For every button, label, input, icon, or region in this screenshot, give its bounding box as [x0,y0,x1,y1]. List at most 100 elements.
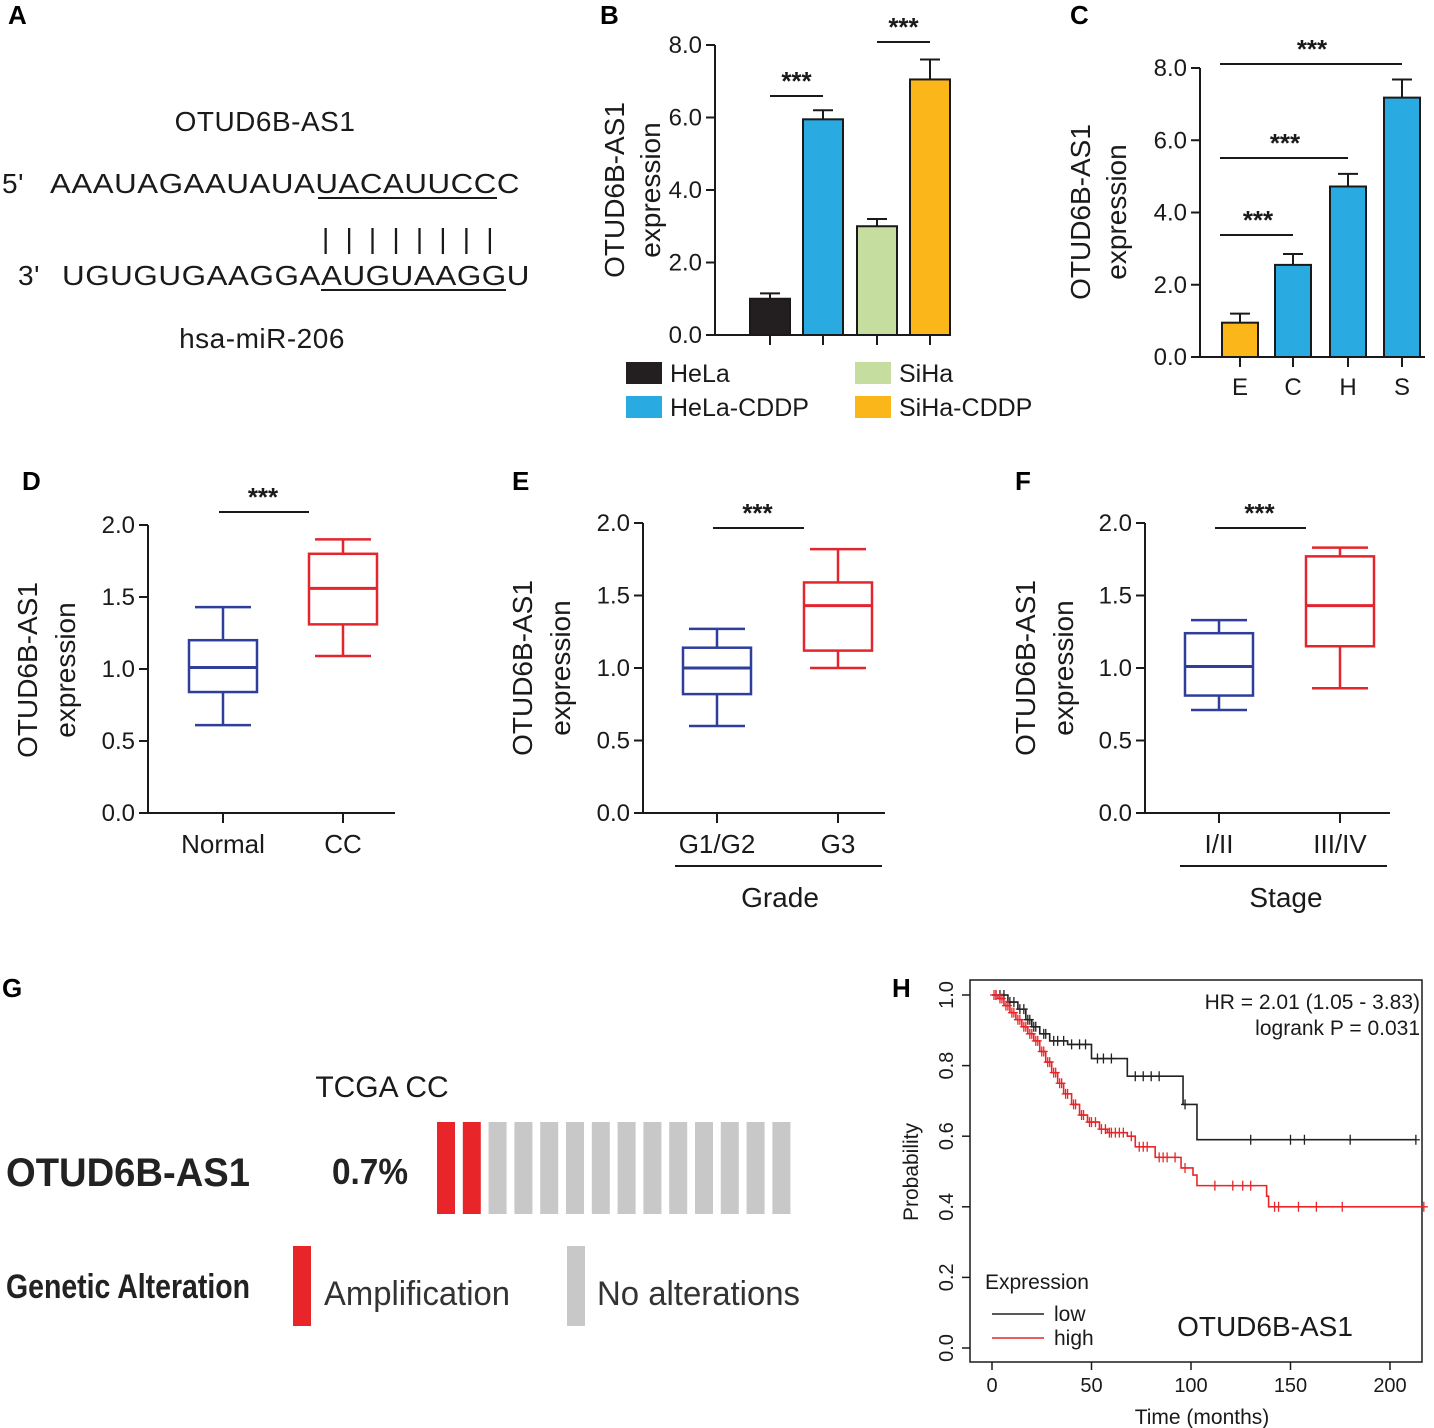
panel-b-ytick-label: 8.0 [669,32,702,59]
panel-a-letter: A [8,0,27,30]
panel-e-xtick-label: G1/G2 [679,829,756,859]
legend-label-hela: HeLa [670,360,730,388]
panel-h-censor-mark-high [1338,1201,1347,1212]
panel-f-box [1183,631,1255,697]
legend-swatch-hela-cddp [626,396,662,418]
panel-h-ytick-label: 0.4 [936,1193,958,1221]
panel-c-ylabel-line2: expression [1101,144,1132,279]
panel-h-censor-mark-high [1228,1180,1237,1191]
panel-b-bar [802,118,844,336]
panel-h-censor-mark-low [1067,1039,1076,1050]
panel-h-marks: 0 50 100 150 200 0.0 0.2 0.4 0.6 0.8 1.0 [936,979,1428,1397]
panel-d-ytick-label: 2.0 [102,512,135,539]
panel-f-group-label: Stage [1249,882,1322,913]
panel-f-xtick-label: III/IV [1313,829,1367,859]
panel-d-ytick-label: 1.0 [102,656,135,683]
panel-h-censor-mark-high [1009,1007,1018,1018]
panel-e-ytick-label: 1.5 [597,583,630,610]
panel-e-ylabel-line2: expression [545,600,576,735]
panel-h-ytick-label: 0.8 [936,1052,958,1080]
panel-c-xtick-label: E [1232,374,1248,401]
oncoprint-sample-unaltered [746,1122,765,1214]
panel-f-letter: F [1015,466,1031,496]
panel-a-five-prime: 5' [2,168,24,199]
panel-d-marks: 0.0 0.5 1.0 1.5 2.0 Normal CC *** [102,482,395,859]
panel-h-title: OTUD6B-AS1 [1177,1311,1353,1342]
panel-h-censor-mark-high [1027,1028,1036,1039]
panel-f: F OTUD6B-AS1 expression 0.0 0.5 1.0 1.5 2.0 I… [1010,466,1390,913]
panel-h-curve-low [992,994,1416,1141]
panel-b-ytick-label: 4.0 [669,177,702,204]
panel-h-xtick-label: 150 [1274,1375,1307,1397]
panel-d-ylabel-line2: expression [50,602,81,737]
panel-h-ytick-label: 0.2 [936,1263,958,1291]
panel-b: B OTUD6B-AS1 expression 0.0 2.0 4.0 6.0 8.0 *… [599,0,1032,422]
panel-h-censor-mark-high [1091,1117,1100,1128]
panel-c-ytick-label: 0.0 [1154,344,1187,371]
panel-b-significance-stars: *** [888,12,919,42]
panel-e-ytick-label: 2.0 [597,510,630,537]
panel-f-ytick-label: 1.5 [1099,583,1132,610]
panel-h-censor-mark-high [1181,1162,1190,1173]
panel-h-letter: H [892,973,911,1003]
oncoprint-sample-unaltered [720,1122,739,1214]
panel-h-ytick-label: 1.0 [936,981,958,1009]
panel-h-censor-mark-high [1238,1180,1247,1191]
panel-d-ytick-label: 1.5 [102,584,135,611]
oncoprint-sample-unaltered [695,1122,713,1214]
panel-h: H Probability Time (months) 0 50 100 150 200… [892,973,1428,1428]
panel-h-legend-label-low: low [1054,1303,1086,1326]
panel-b-significance-stars: *** [781,66,812,96]
panel-d-ytick-label: 0.0 [102,800,135,827]
panel-h-censor-mark-low [1155,1071,1164,1082]
panel-h-censor-mark-low [1081,1039,1090,1050]
panel-e-ytick-label: 0.0 [597,800,630,827]
panel-h-censor-mark-high [1419,1201,1428,1212]
panel-c-marks: 0.0 2.0 4.0 6.0 8.0 E C H S *** *** *** [1154,34,1425,401]
panel-h-ytick-label: 0.0 [936,1334,958,1362]
panel-h-censor-mark-low [1025,1014,1034,1025]
panel-b-ytick-label: 2.0 [669,250,702,277]
panel-d-xtick-label: Normal [181,829,265,859]
panel-e-marks: 0.0 0.5 1.0 1.5 2.0 G1/G2 G3 *** [597,498,885,859]
panel-g: G TCGA CC OTUD6B-AS1 0.7% Genetic Altera… [2,973,800,1326]
oncoprint-sample-unaltered [617,1122,636,1214]
panel-h-xtick-label: 0 [986,1375,997,1397]
panel-c: C OTUD6B-AS1 expression 0.0 2.0 4.0 6.0 8.0 E… [1065,0,1425,401]
panel-h-censor-mark-high [997,993,1006,1004]
panel-h-censor-mark-high [1210,1180,1219,1191]
panel-h-censor-mark-high [1071,1099,1080,1110]
panel-e-ytick-label: 1.0 [597,655,630,682]
panel-b-legend: HeLa SiHa HeLa-CDDP SiHa-CDDP [626,360,1032,422]
oncoprint-sample-unaltered [772,1122,791,1214]
panel-d-ytick-label: 0.5 [102,728,135,755]
panel-g-cohort: TCGA CC [315,1071,448,1104]
panel-h-censor-mark-low [1059,1035,1068,1046]
panel-g-no-alterations-label: No alterations [597,1275,800,1313]
panel-h-censor-mark-low [1009,997,1018,1008]
legend-swatch-siha-cddp [855,396,891,418]
panel-d-letter: D [22,466,41,496]
panel-h-censor-mark-high [1039,1046,1048,1057]
panel-h-censor-mark-high [1033,1035,1042,1046]
panel-h-censor-mark-high [1057,1078,1066,1089]
panel-h-plot-frame [969,979,1423,1363]
panel-h-censor-mark-low [1286,1134,1295,1145]
panel-e-xtick-label: G3 [821,829,856,859]
panel-h-censor-mark-low [1019,1004,1028,1015]
panel-f-significance-stars: *** [1244,498,1275,528]
panel-c-letter: C [1070,0,1089,30]
panel-g-no-alteration-swatch [567,1246,585,1326]
legend-label-siha-cddp: SiHa-CDDP [899,394,1032,422]
panel-g-oncoprint [437,1122,791,1214]
panel-a-pairing: |||||||| [322,223,494,254]
panel-f-marks: 0.0 0.5 1.0 1.5 2.0 I/II III/IV *** [1099,498,1390,859]
panel-g-genetic-alteration-label: Genetic Alteration [6,1268,250,1306]
panel-h-censor-mark-low [1131,1071,1140,1082]
panel-h-censor-mark-low [1139,1071,1148,1082]
panel-h-xtick-label: 200 [1373,1375,1406,1397]
panel-c-bar [1329,185,1367,358]
panel-h-censor-mark-low [1411,1134,1420,1145]
panel-h-censor-mark-high [1274,1201,1283,1212]
panel-h-xlabel: Time (months) [1135,1406,1270,1428]
